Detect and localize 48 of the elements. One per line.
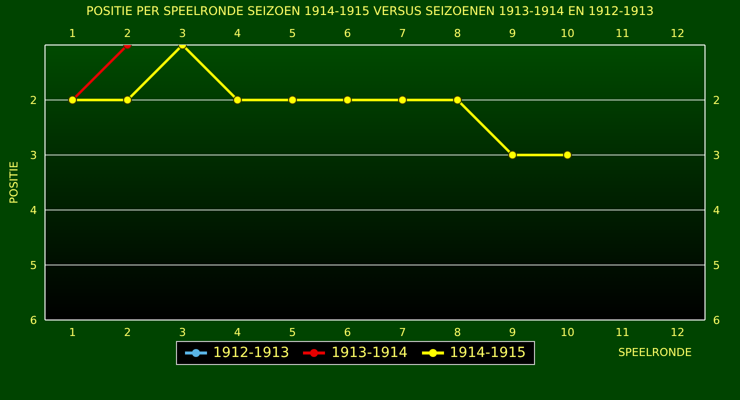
x-tick-label: 8 xyxy=(454,27,461,40)
x-tick-label: 10 xyxy=(560,27,574,40)
x-tick-label: 3 xyxy=(179,27,186,40)
x-tick-label: 4 xyxy=(234,27,241,40)
x-tick-label: 7 xyxy=(399,27,406,40)
x2-tick-label: 10 xyxy=(560,326,574,339)
y2-tick-label: 4 xyxy=(713,204,720,217)
y2-tick-label: 3 xyxy=(713,148,720,162)
point xyxy=(288,96,297,104)
y-tick-label: 6 xyxy=(30,314,37,327)
y-tick-label: 2 xyxy=(30,94,37,107)
legend-label: 1913-1914 xyxy=(331,345,408,361)
x-tick-label: 1 xyxy=(69,27,76,40)
y-axis-title: POSITIE xyxy=(8,161,20,204)
x2-tick-label: 8 xyxy=(454,326,461,339)
x2-tick-label: 6 xyxy=(344,326,351,339)
x-tick-label: 12 xyxy=(670,27,684,40)
x2-tick-label: 1 xyxy=(69,326,76,339)
legend-label: 1912-1913 xyxy=(213,345,290,361)
point xyxy=(343,96,352,104)
y2-tick-label: 6 xyxy=(713,314,720,327)
y2-tick-label: 5 xyxy=(713,258,720,272)
x2-tick-label: 4 xyxy=(234,326,241,339)
x-tick-label: 9 xyxy=(509,27,516,40)
x2-tick-label: 2 xyxy=(124,326,131,339)
x-tick-label: 11 xyxy=(616,27,630,40)
x2-tick-label: 7 xyxy=(399,326,406,339)
point xyxy=(398,96,407,104)
point xyxy=(233,96,242,104)
point xyxy=(123,96,132,104)
x2-tick-label: 3 xyxy=(179,326,186,339)
y-tick-label: 3 xyxy=(30,148,37,162)
point xyxy=(508,150,517,160)
x2-tick-label: 9 xyxy=(509,326,516,339)
x-tick-label: 5 xyxy=(289,27,296,40)
x2-tick-label: 11 xyxy=(616,326,630,339)
y-tick-label: 4 xyxy=(30,204,37,217)
legend-label: 1914-1915 xyxy=(450,345,526,361)
chart-title: POSITIE PER SPEELRONDE SEIZOEN 1914-1915 VERSUS SEIZOENEN 1913-1914 EN 1912-1913 xyxy=(85,4,655,18)
x-tick-label: 2 xyxy=(124,27,131,40)
point xyxy=(563,150,572,160)
x2-tick-label: 12 xyxy=(670,326,684,339)
point xyxy=(453,96,462,104)
x-axis-title: SPEELRONDE xyxy=(617,346,693,359)
x2-tick-label: 5 xyxy=(289,326,296,339)
x-tick-label: 6 xyxy=(344,27,351,40)
y-tick-label: 5 xyxy=(30,258,37,272)
y2-tick-label: 2 xyxy=(713,94,720,107)
